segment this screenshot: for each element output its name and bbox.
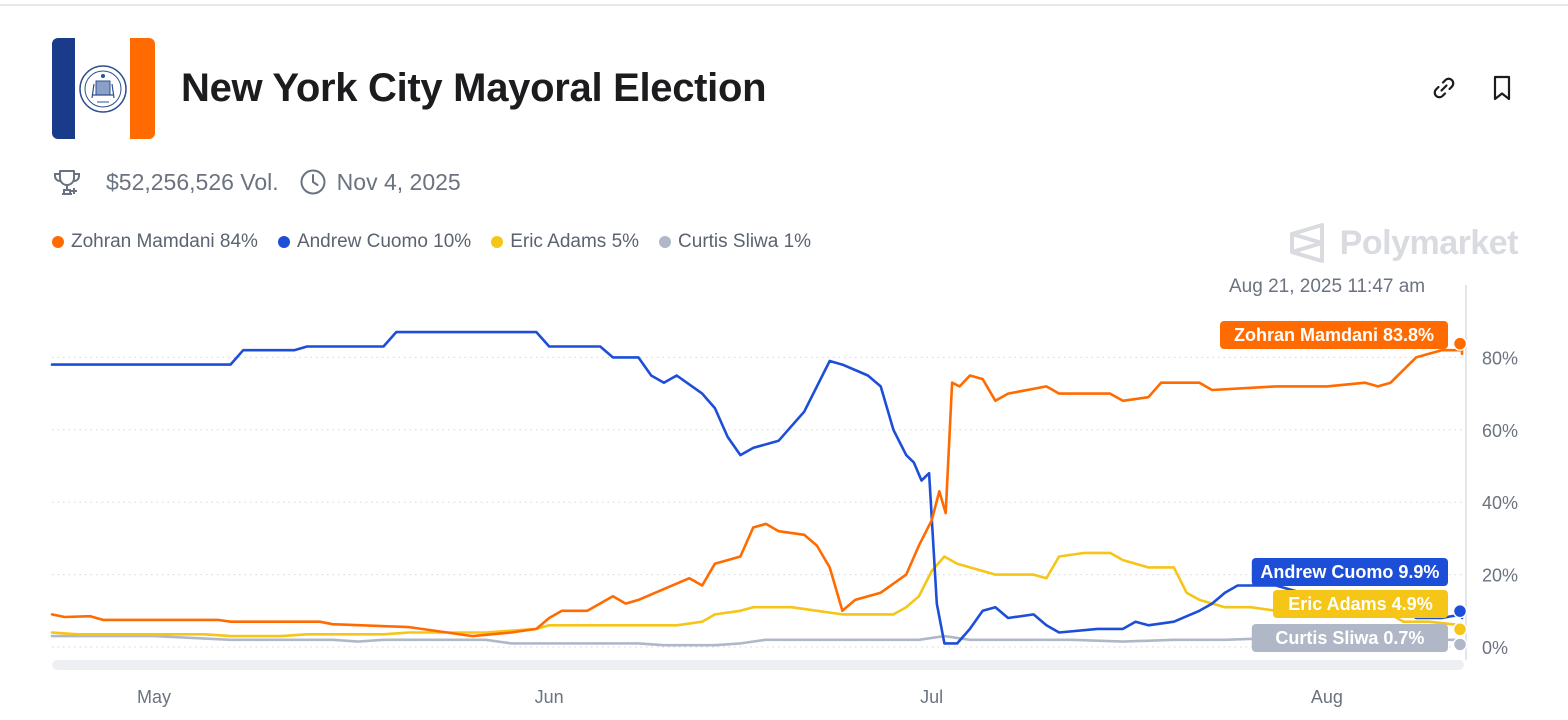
series-end-label: Eric Adams 4.9%: [1288, 594, 1432, 614]
y-tick-label: 0%: [1482, 638, 1508, 658]
end-date-text: Nov 4, 2025: [336, 168, 461, 195]
time-range-track[interactable]: [52, 660, 1464, 670]
y-tick-label: 40%: [1482, 493, 1518, 513]
legend-dot: [659, 236, 672, 248]
legend-label: Zohran Mamdani 84%: [71, 231, 258, 252]
link-icon: [1433, 77, 1455, 99]
series-end-dot: [1452, 622, 1468, 637]
x-tick-label: May: [137, 687, 171, 707]
series-end-label-bg: [1251, 624, 1448, 652]
x-tick-label: Jun: [535, 687, 564, 707]
series-end-label-bg: [1251, 558, 1448, 586]
chart-legend: Zohran Mamdani 84% Andrew Cuomo 10% Eric…: [52, 230, 831, 254]
end-date-info: Nov 4, 2025: [299, 168, 461, 196]
legend-label: Eric Adams 5%: [510, 231, 640, 252]
legend-dot: [491, 236, 504, 248]
legend-item-mamdani: Zohran Mamdani 84%: [52, 231, 258, 253]
flag-stripe-orange: [130, 38, 155, 139]
series-end-label: Zohran Mamdani 83.8%: [1234, 325, 1434, 345]
series-end-label-bg: [1273, 590, 1448, 618]
series-end-dot: [1452, 637, 1468, 652]
top-divider: [0, 4, 1568, 6]
copy-link-button[interactable]: [1426, 70, 1462, 106]
series-end-label: Andrew Cuomo 9.9%: [1260, 562, 1439, 582]
x-tick-label: Aug: [1311, 687, 1343, 707]
nyc-flag-logo: [52, 38, 155, 139]
legend-dot: [277, 236, 290, 248]
page-title: New York City Mayoral Election: [181, 66, 767, 110]
series-line: [50, 551, 1464, 638]
series-end-dot: [1452, 336, 1468, 351]
y-tick-label: 80%: [1482, 348, 1518, 368]
legend-label: Andrew Cuomo 10%: [296, 231, 472, 252]
flag-stripe-blue: [52, 38, 75, 139]
legend-item-sliwa: Curtis Sliwa 1%: [659, 231, 811, 253]
bookmark-icon: [1493, 75, 1511, 101]
legend-item-cuomo: Andrew Cuomo 10%: [277, 231, 472, 253]
legend-item-adams: Eric Adams 5%: [491, 231, 639, 253]
polymarket-logo-icon: [1289, 223, 1324, 263]
flag-stripe-white: [75, 38, 130, 139]
series-line: [50, 330, 1464, 645]
series-line: [50, 342, 1464, 638]
watermark-text: Polymarket: [1339, 223, 1519, 262]
y-tick-label: 20%: [1482, 566, 1518, 586]
series-end-label-bg: [1220, 321, 1448, 349]
series-end-dot: [1452, 603, 1468, 619]
x-tick-label: Jul: [920, 687, 943, 707]
clock-icon: [300, 169, 326, 195]
series-line: [50, 634, 1464, 647]
market-meta: $52,256,526 Vol. Nov 4, 2025: [52, 164, 461, 200]
y-tick-label: 60%: [1482, 421, 1518, 441]
hover-timestamp: Aug 21, 2025 11:47 am: [1229, 276, 1426, 297]
bookmark-button[interactable]: [1484, 70, 1520, 106]
city-seal-icon: [78, 64, 127, 113]
legend-dot: [52, 236, 64, 248]
legend-label: Curtis Sliwa 1%: [678, 231, 812, 252]
trophy-icon: [54, 170, 80, 195]
volume-info: $52,256,526 Vol.: [52, 167, 279, 197]
volume-text: $52,256,526 Vol.: [106, 168, 279, 195]
series-end-label: Curtis Sliwa 0.7%: [1275, 628, 1424, 648]
polymarket-watermark: Polymarket: [1288, 220, 1519, 266]
